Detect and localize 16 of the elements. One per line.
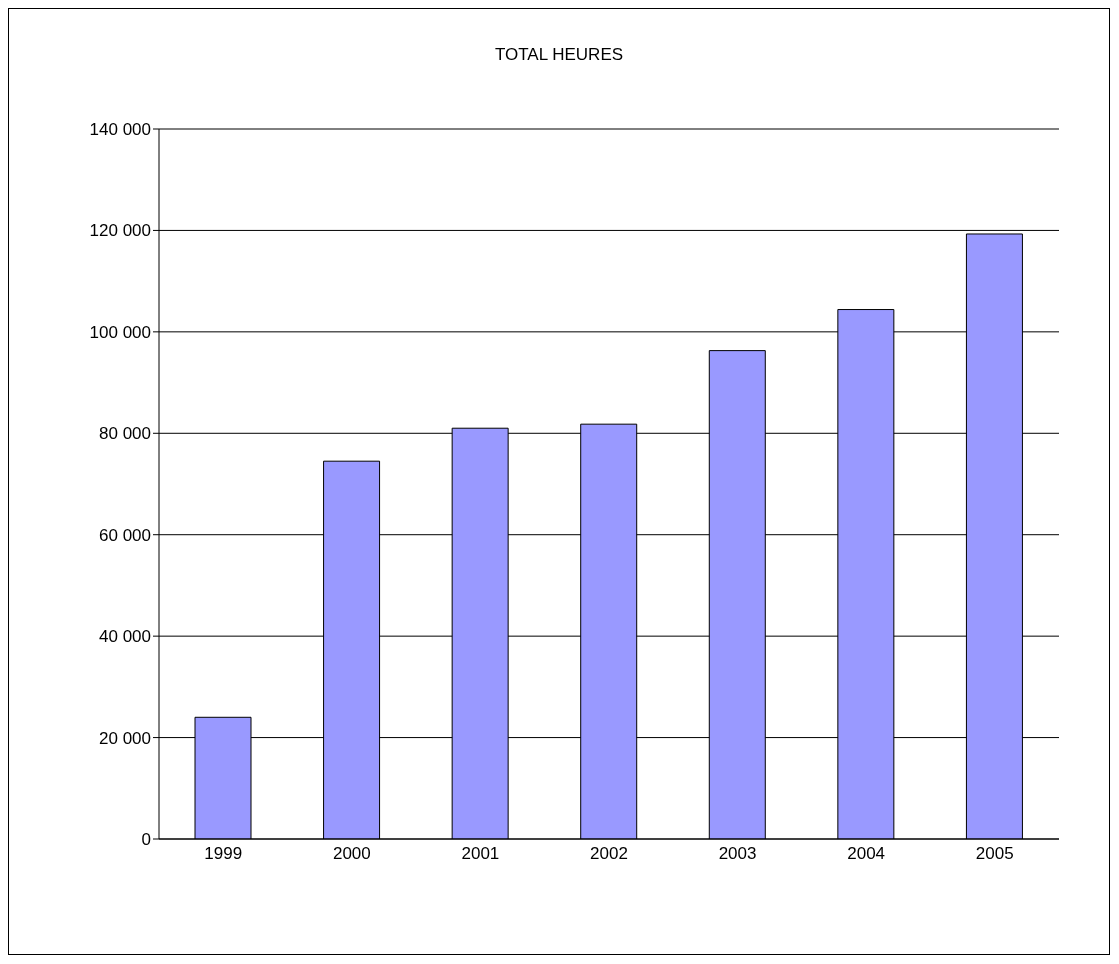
y-tick-label: 0 bbox=[141, 830, 151, 850]
x-tick-label: 2002 bbox=[590, 844, 628, 864]
x-tick-label: 2004 bbox=[847, 844, 886, 864]
x-tick-label: 2003 bbox=[718, 844, 757, 864]
y-tick-label: 60 000 bbox=[99, 525, 151, 545]
x-tick-label: 2001 bbox=[461, 844, 500, 864]
y-tick-label: 120 000 bbox=[89, 221, 151, 241]
y-tick-label: 40 000 bbox=[99, 627, 151, 647]
y-tick-label: 80 000 bbox=[99, 424, 151, 444]
y-tick-label: 100 000 bbox=[89, 322, 151, 342]
x-tick-label: 2005 bbox=[975, 844, 1014, 864]
x-tick-label: 2000 bbox=[332, 844, 371, 864]
x-tick-label: 1999 bbox=[204, 844, 243, 864]
chart-title: TOTAL HEURES bbox=[493, 45, 625, 65]
y-tick-label: 140 000 bbox=[89, 120, 151, 140]
y-tick-label: 20 000 bbox=[99, 728, 151, 748]
